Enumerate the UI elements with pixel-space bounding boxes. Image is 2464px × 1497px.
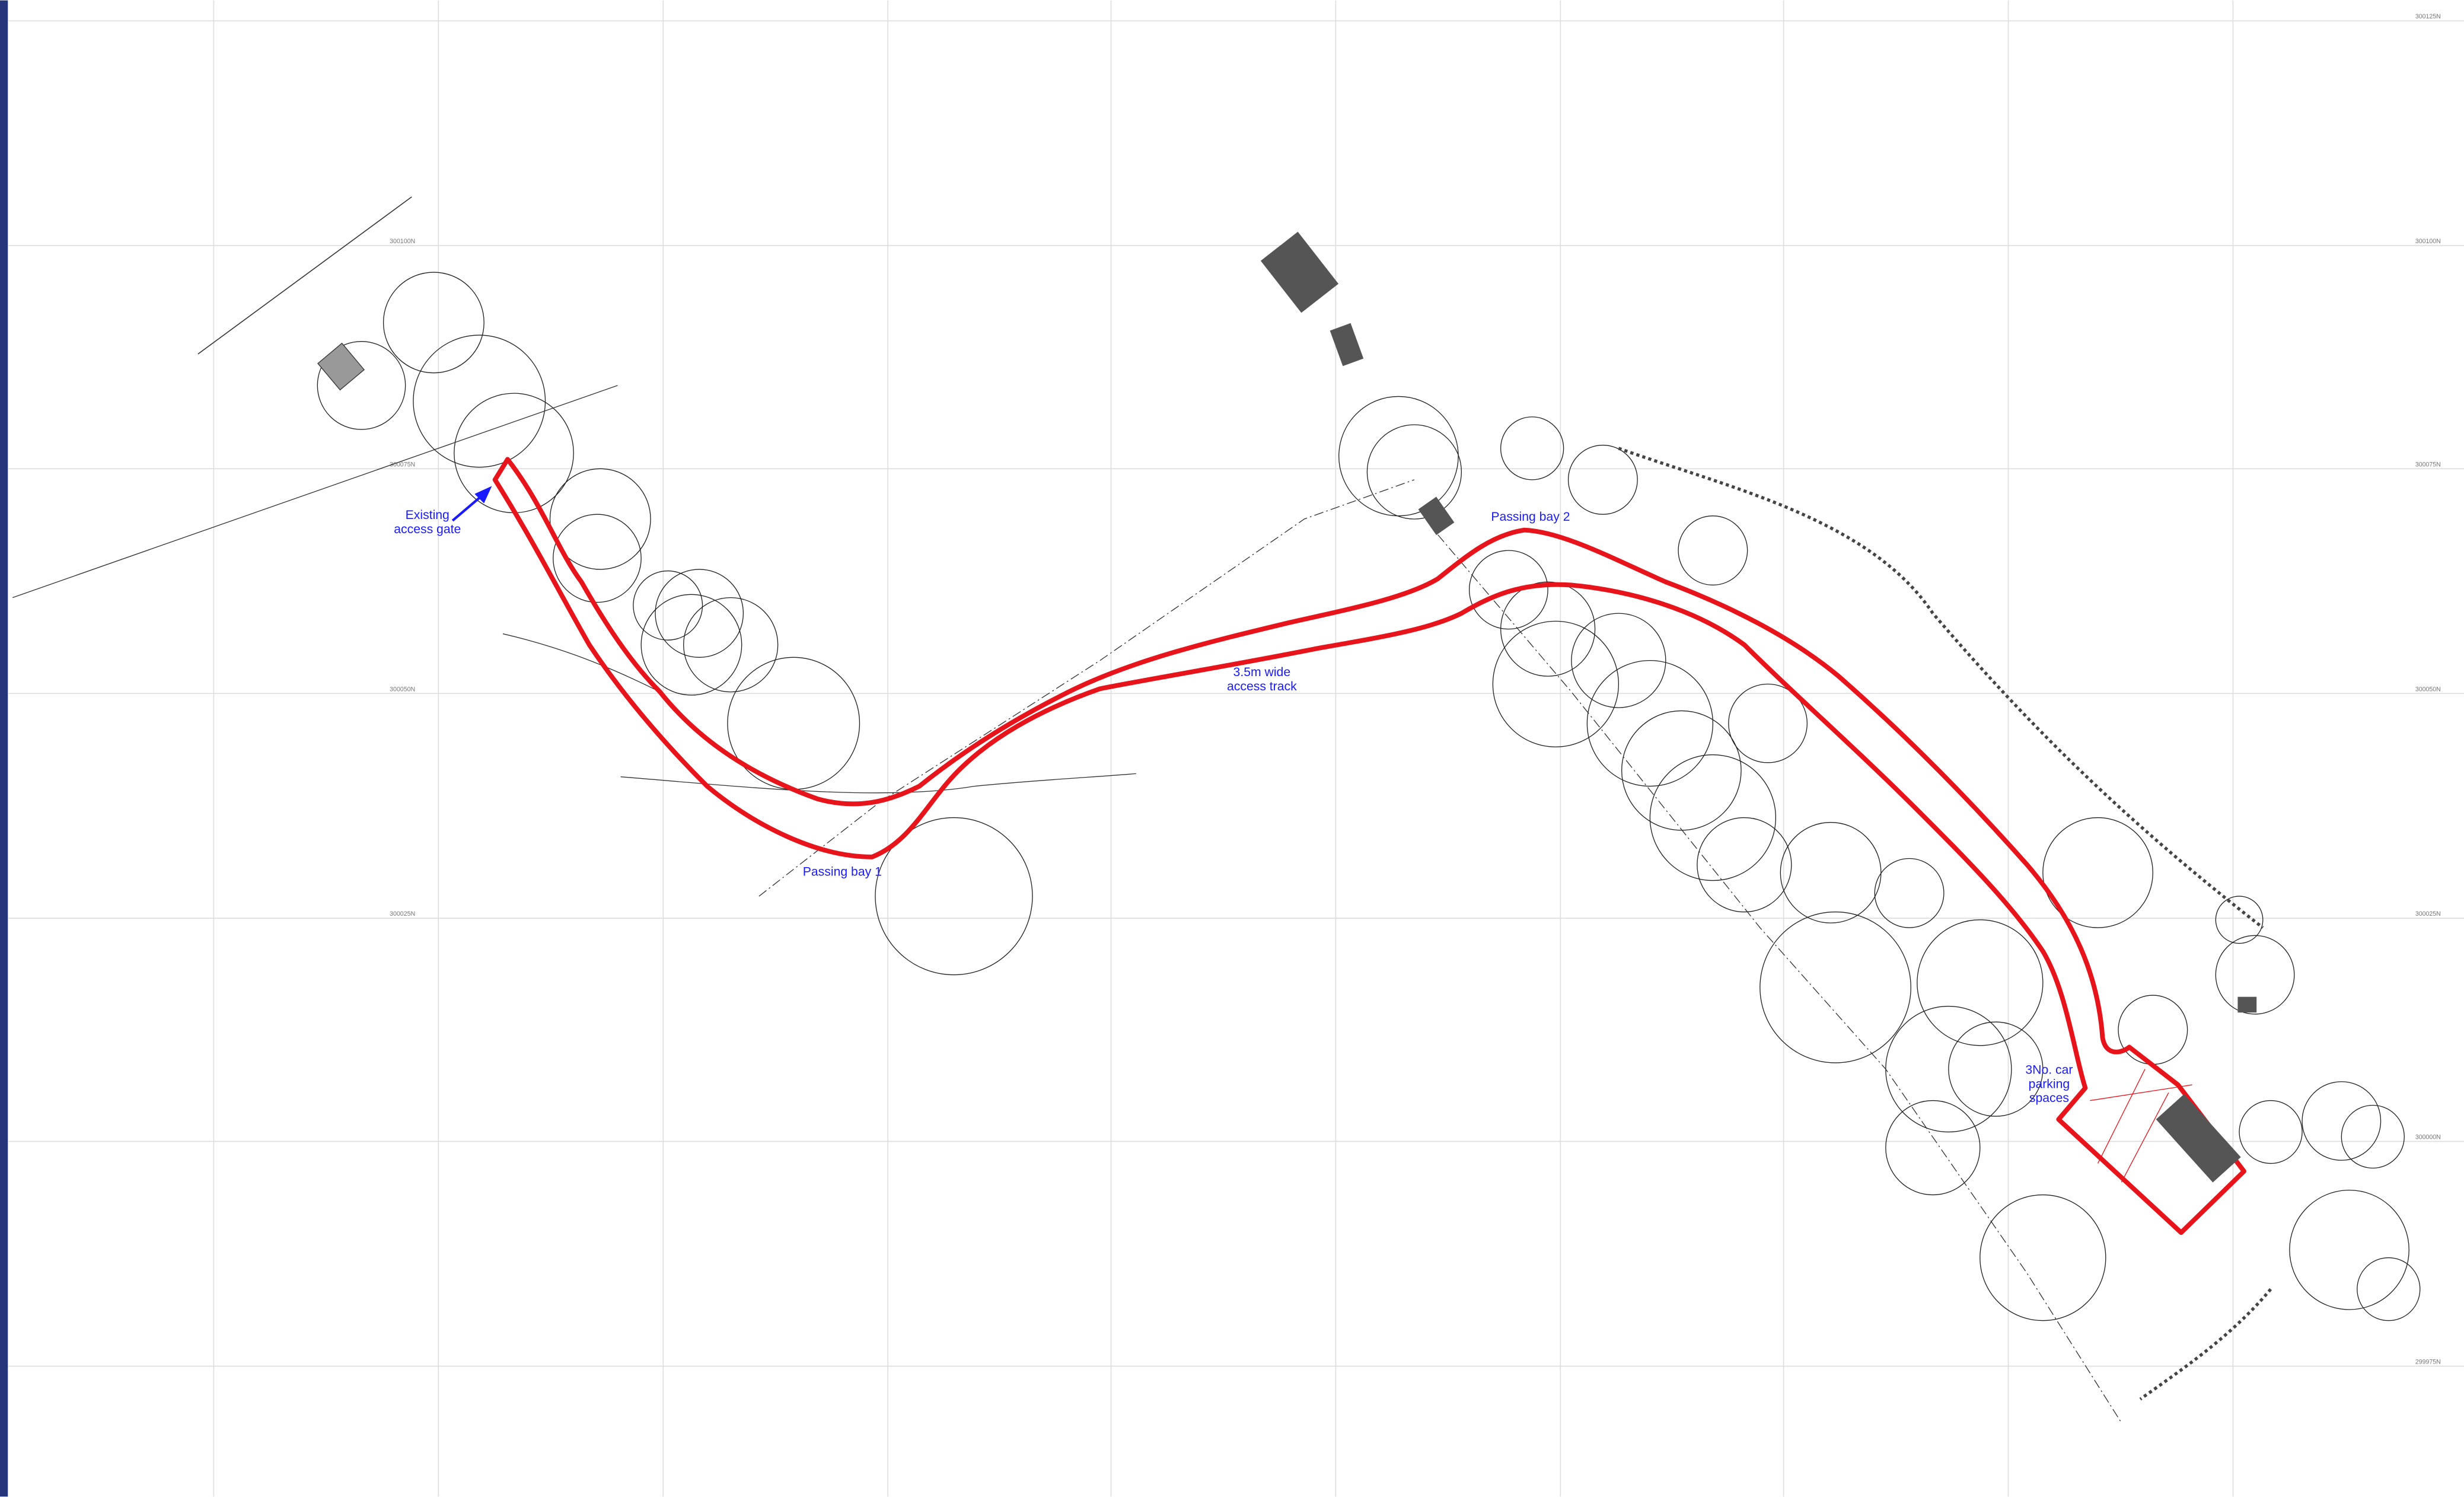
contour [502, 633, 661, 693]
tree [1678, 515, 1748, 586]
annotation: access gate [394, 523, 461, 536]
tree [317, 341, 406, 430]
tree [2118, 995, 2188, 1065]
tree [1586, 660, 1714, 787]
annotation: Passing bay 1 [803, 865, 882, 879]
annotation: spaces [2029, 1091, 2069, 1105]
access-track [492, 457, 2246, 1235]
grid-label: 300075N [2415, 461, 2441, 468]
hedge [1618, 447, 2264, 929]
tree [1500, 416, 1564, 480]
tree [1649, 754, 1777, 881]
tree [553, 514, 642, 603]
building [1330, 323, 1364, 367]
tree [1621, 710, 1742, 831]
tree [1917, 919, 2044, 1046]
building [2156, 1094, 2241, 1183]
tree [655, 569, 744, 658]
grid: 300125N 300100N 300075N 300050N 300025N 30000… [8, 0, 2464, 1497]
fence [758, 479, 1415, 897]
tree [413, 335, 546, 468]
fence [1437, 534, 2122, 1423]
bay-line [2090, 1084, 2192, 1101]
tree [2215, 896, 2264, 944]
tree [683, 597, 779, 693]
building [2237, 996, 2257, 1013]
tree [1567, 444, 1638, 515]
tree [1874, 858, 1945, 928]
grid-label: 300000N [2415, 1133, 2441, 1141]
grid-label: 300100N [390, 238, 415, 245]
tree [875, 817, 1033, 976]
tree [1366, 424, 1462, 520]
grid-label: 300050N [390, 686, 415, 693]
tree [1338, 396, 1459, 517]
tree [1571, 613, 1666, 708]
boundary-line [12, 385, 618, 598]
building [317, 342, 365, 391]
tree [640, 594, 742, 696]
grid-label: 299975N [2415, 1358, 2441, 1365]
tree [2341, 1104, 2405, 1169]
annotation: Passing bay 2 [1491, 510, 1570, 524]
tree [1468, 550, 1548, 630]
building [1260, 231, 1339, 313]
grid-label: 300050N [2415, 686, 2441, 693]
tree [727, 657, 860, 790]
grid-label: 300075N [390, 461, 415, 468]
annotation: 3No. car [2025, 1063, 2073, 1077]
tree [2239, 1100, 2303, 1164]
bay-line [2121, 1093, 2169, 1183]
tree [2302, 1081, 2382, 1161]
annotation: 3.5m wide [1233, 665, 1291, 679]
annotation: access track [1227, 680, 1297, 693]
grid-label: 300025N [390, 910, 415, 918]
tree [1980, 1194, 2106, 1321]
fence [197, 196, 412, 355]
annotation: parking [2029, 1077, 2070, 1091]
tree [1948, 1021, 2044, 1117]
tree [633, 570, 703, 641]
tree [1492, 620, 1620, 748]
tree [1759, 911, 1911, 1063]
grid-label: 300125N [2415, 13, 2441, 20]
tree [2215, 935, 2295, 1015]
hedge [2139, 1288, 2272, 1401]
tree [2289, 1189, 2409, 1310]
annotation: Existing [406, 508, 450, 522]
gate-arrow-head [474, 486, 492, 504]
tree [1780, 821, 1882, 923]
side-bar [0, 0, 8, 1497]
grid-label: 300025N [2415, 910, 2441, 918]
tree [1728, 683, 1808, 763]
gate-arrow [451, 493, 485, 522]
building [1418, 496, 1455, 536]
site-features [12, 196, 2421, 1423]
buildings [317, 231, 2257, 1013]
tree [382, 272, 484, 374]
bay-line [2097, 1069, 2146, 1164]
tree [1885, 1100, 1981, 1196]
tree [549, 468, 651, 570]
tree [1697, 817, 1792, 913]
tree [2042, 817, 2153, 928]
tree [454, 393, 574, 514]
tree [2357, 1257, 2421, 1321]
tree [1500, 581, 1596, 677]
parking-area [2090, 1069, 2241, 1183]
grid-label: 300100N [2415, 238, 2441, 245]
